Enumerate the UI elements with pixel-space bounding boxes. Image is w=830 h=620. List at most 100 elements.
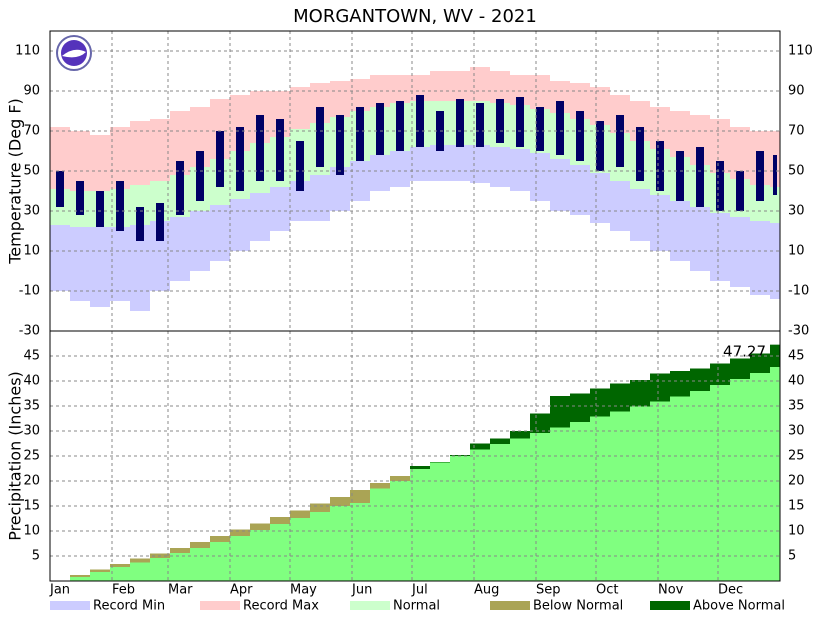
normal-precip-bar (510, 438, 530, 581)
record-max-bar (570, 83, 590, 119)
record-min-bar (330, 167, 350, 211)
normal-precip-bar (570, 422, 590, 581)
record-max-bar (90, 135, 110, 191)
observed-temp-bar (596, 121, 604, 171)
annotation: 47.27 (723, 343, 766, 361)
y-tick-label: 30 (23, 424, 40, 439)
y-tick-label: 110 (15, 44, 40, 59)
y-tick-label: 10 (23, 524, 40, 539)
below-normal-bar (90, 569, 110, 572)
above-normal-bar (770, 344, 780, 367)
normal-precip-bar (270, 517, 290, 581)
observed-temp-bar (396, 101, 404, 151)
observed-temp-bar (536, 107, 544, 151)
above-normal-bar (410, 466, 430, 469)
record-min-bar (630, 189, 650, 241)
above-normal-bar (690, 368, 710, 391)
observed-temp-bar (656, 141, 664, 191)
record-min-bar (710, 213, 730, 281)
y-tick-label: 15 (23, 499, 40, 514)
observed-temp-bar (496, 99, 504, 143)
y-tick-label: 70 (23, 124, 40, 139)
observed-temp-bar (76, 181, 84, 215)
observed-temp-bar (356, 107, 364, 161)
y-tick-label-right: 70 (788, 124, 805, 139)
y-axis-label: Temperature (Deg F) (6, 98, 25, 265)
normal-precip-bar (150, 553, 170, 581)
record-min-bar (350, 161, 370, 201)
observed-temp-bar (676, 151, 684, 201)
record-min-bar (430, 145, 450, 181)
legend-swatch (490, 601, 530, 610)
above-normal-bar (510, 431, 530, 439)
observed-temp-bar (416, 95, 424, 147)
y-tick-label: 25 (23, 449, 40, 464)
observed-temp-bar (156, 203, 164, 241)
normal-precip-bar (610, 411, 630, 581)
normal-bar (750, 185, 770, 221)
y-tick-label-right: 15 (788, 499, 805, 514)
x-tick-label: Aug (474, 583, 499, 598)
above-normal-bar (670, 371, 690, 397)
y-tick-label: 30 (23, 204, 40, 219)
observed-temp-bar (756, 151, 764, 201)
normal-bar (130, 185, 150, 225)
normal-precip-bar (410, 469, 430, 581)
observed-temp-bar (176, 161, 184, 215)
record-max-bar (270, 91, 290, 137)
record-max-bar (510, 75, 530, 105)
above-normal-bar (570, 393, 590, 422)
record-max-bar (410, 75, 430, 101)
observed-temp-bar (616, 115, 624, 167)
record-min-bar (310, 175, 330, 221)
y-tick-label: 45 (23, 349, 40, 364)
normal-precip-bar (290, 510, 310, 581)
y-tick-label-right: 5 (788, 549, 796, 564)
normal-precip-bar (230, 529, 250, 581)
below-normal-bar (350, 490, 370, 503)
record-min-bar (150, 221, 170, 291)
legend-swatch (350, 601, 390, 610)
record-min-bar (190, 211, 210, 271)
normal-precip-bar (330, 497, 350, 581)
record-max-bar (170, 111, 190, 175)
record-min-bar (470, 145, 490, 183)
x-tick-label: Apr (230, 583, 253, 598)
below-normal-bar (70, 575, 90, 577)
below-normal-bar (330, 497, 350, 506)
x-tick-label: Jul (411, 583, 428, 598)
above-normal-bar (470, 443, 490, 450)
x-tick-label: Jan (49, 583, 70, 598)
record-max-bar (310, 83, 330, 123)
below-normal-bar (290, 510, 310, 518)
record-max-bar (130, 121, 150, 185)
normal-bar (770, 187, 780, 223)
normal-precip-bar (770, 367, 780, 581)
below-normal-bar (230, 529, 250, 536)
observed-temp-bar (96, 191, 104, 227)
normal-precip-bar (210, 536, 230, 581)
y-tick-label: -10 (19, 284, 40, 299)
record-max-bar (390, 75, 410, 103)
x-tick-label: Jun (351, 583, 372, 598)
above-normal-bar (550, 396, 570, 428)
above-normal-bar (530, 413, 550, 433)
y-tick-label: 40 (23, 374, 40, 389)
normal-precip-bar (190, 542, 210, 581)
legend-label: Record Min (93, 599, 165, 614)
chart-title: MORGANTOWN, WV - 2021 (293, 6, 537, 27)
record-max-bar (730, 127, 750, 179)
observed-temp-bar (696, 147, 704, 207)
record-max-bar (210, 99, 230, 159)
record-min-bar (110, 227, 130, 301)
record-min-bar (730, 217, 750, 287)
record-max-bar (550, 81, 570, 113)
legend-label: Normal (393, 599, 440, 614)
record-min-bar (570, 165, 590, 215)
observed-temp-bar (576, 111, 584, 161)
above-normal-bar (750, 353, 770, 373)
record-max-bar (670, 111, 690, 157)
record-min-bar (390, 151, 410, 187)
y-tick-label-right: -10 (788, 284, 809, 299)
observed-temp-bar (136, 207, 144, 241)
